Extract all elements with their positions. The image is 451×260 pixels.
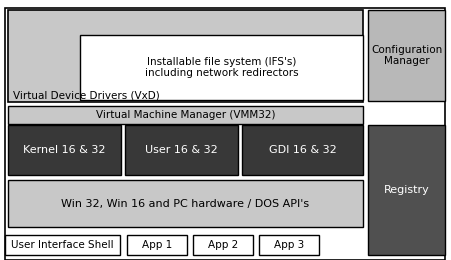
Bar bbox=[8, 180, 362, 227]
Text: Registry: Registry bbox=[383, 185, 428, 195]
Text: Kernel 16 & 32: Kernel 16 & 32 bbox=[23, 145, 106, 155]
Text: App 3: App 3 bbox=[273, 240, 304, 250]
Bar bbox=[367, 10, 444, 101]
Text: Virtual Device Drivers (VxD): Virtual Device Drivers (VxD) bbox=[13, 90, 159, 101]
Text: Installable file system (IFS's)
including network redirectors: Installable file system (IFS's) includin… bbox=[144, 57, 298, 78]
Text: App 1: App 1 bbox=[142, 240, 172, 250]
Bar bbox=[80, 35, 362, 100]
Text: Virtual Machine Manager (VMM32): Virtual Machine Manager (VMM32) bbox=[96, 110, 275, 120]
Text: User Interface Shell: User Interface Shell bbox=[11, 240, 114, 250]
Bar bbox=[8, 106, 362, 124]
Text: User 16 & 32: User 16 & 32 bbox=[145, 145, 217, 155]
Bar bbox=[125, 125, 238, 175]
Bar bbox=[127, 235, 187, 255]
Bar bbox=[367, 125, 444, 255]
Text: App 2: App 2 bbox=[207, 240, 238, 250]
Bar bbox=[8, 10, 362, 102]
Bar bbox=[5, 235, 120, 255]
Bar bbox=[258, 235, 318, 255]
Bar bbox=[193, 235, 253, 255]
Bar bbox=[8, 125, 121, 175]
Text: GDI 16 & 32: GDI 16 & 32 bbox=[268, 145, 336, 155]
Text: Win 32, Win 16 and PC hardware / DOS API's: Win 32, Win 16 and PC hardware / DOS API… bbox=[61, 198, 309, 209]
Text: Configuration
Manager: Configuration Manager bbox=[370, 45, 441, 66]
Bar bbox=[241, 125, 362, 175]
